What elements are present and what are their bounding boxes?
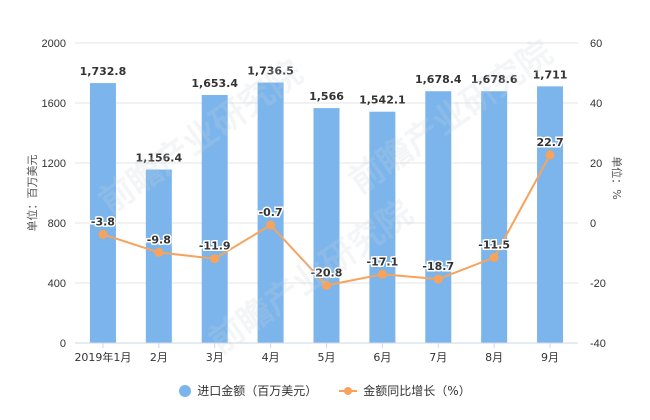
legend-item-import-amount[interactable]: 进口金额（百万美元） — [179, 382, 317, 399]
legend-label: 金额同比增长（%） — [363, 384, 471, 398]
line-point[interactable] — [377, 269, 387, 279]
line-point[interactable] — [154, 247, 164, 257]
right-tick-label: 0 — [590, 218, 596, 230]
bar[interactable] — [537, 86, 564, 343]
line-value-label: -11.5 — [478, 239, 510, 252]
line-point[interactable] — [433, 274, 443, 284]
x-tick-label: 8月 — [485, 351, 503, 364]
x-tick-label: 2月 — [150, 351, 168, 364]
line-value-label: 22.7 — [536, 136, 563, 149]
line-value-label: -9.8 — [147, 233, 171, 246]
bar[interactable] — [257, 82, 284, 344]
bar-value-label: 1,732.8 — [80, 65, 127, 78]
x-tick-label: 5月 — [318, 351, 336, 364]
legend-label: 进口金额（百万美元） — [197, 384, 318, 398]
x-tick-label: 9月 — [541, 351, 559, 364]
bar[interactable] — [89, 83, 116, 343]
left-tick-label: 2000 — [42, 38, 66, 50]
right-tick-label: 60 — [590, 38, 602, 50]
left-tick-label: 0 — [60, 338, 66, 350]
line-point[interactable] — [489, 253, 499, 262]
line-point[interactable] — [210, 254, 220, 264]
bar-value-label: 1,566 — [309, 90, 344, 103]
right-tick-label: -40 — [590, 338, 606, 350]
bar-value-label: 1,711 — [533, 68, 568, 81]
line-value-label: -20.8 — [311, 266, 343, 279]
bar-value-label: 1,653.4 — [191, 77, 238, 90]
right-tick-label: -20 — [590, 278, 606, 290]
line-value-label: -11.9 — [199, 240, 231, 253]
bar[interactable] — [313, 108, 340, 343]
line-point[interactable] — [266, 220, 276, 230]
bar-data-labels: 1,732.8 1,156.4 1,653.4 1,736.5 1,566 1,542.1… — [80, 65, 568, 165]
bar-legend-marker-icon — [179, 384, 192, 397]
bar[interactable] — [201, 94, 228, 344]
left-tick-label: 1200 — [42, 158, 66, 170]
left-tick-label: 1600 — [42, 98, 66, 110]
x-tick-label: 2019年1月 — [74, 350, 131, 364]
line-value-label: -17.1 — [367, 255, 399, 268]
line-value-label: -3.8 — [91, 215, 115, 228]
bar[interactable] — [425, 91, 452, 344]
line-legend-marker-icon — [339, 385, 358, 397]
left-axis-title: 单位：百万美元 — [25, 155, 39, 232]
x-tick-label: 3月 — [206, 351, 224, 364]
right-axis-ticks: -40 -20 0 20 40 60 — [590, 38, 606, 350]
right-tick-label: 20 — [590, 158, 602, 170]
bar-value-label: 1,678.4 — [415, 73, 462, 86]
line-value-label: -0.7 — [259, 206, 283, 219]
legend: 进口金额（百万美元） 金额同比增长（%） — [0, 382, 650, 399]
right-tick-label: 40 — [590, 98, 602, 110]
bar-series — [89, 82, 564, 344]
line-data-labels: -3.8 -9.8 -11.9 -0.7 -20.8 -17.1 -18.7 -11.5 22.… — [89, 134, 565, 281]
x-tick-label: 4月 — [262, 351, 280, 364]
line-point[interactable] — [322, 280, 331, 290]
legend-item-yoy-growth[interactable]: 金额同比增长（%） — [339, 382, 471, 399]
bar[interactable] — [369, 111, 396, 343]
left-tick-label: 800 — [48, 218, 66, 230]
bar[interactable] — [481, 91, 508, 344]
bar-value-label: 1,542.1 — [359, 94, 406, 107]
bar-value-label: 1,678.6 — [471, 73, 518, 86]
bar-value-label: 1,736.5 — [247, 65, 294, 78]
x-axis-ticks: 2019年1月 2月 3月 4月 5月 6月 7月 8月 9月 — [74, 343, 559, 364]
line-series — [98, 150, 555, 290]
right-axis-title: 单位：% — [610, 156, 624, 199]
line-point[interactable] — [545, 150, 555, 160]
left-axis-ticks: 0 400 800 1200 1600 2000 — [42, 38, 66, 350]
bar-value-label: 1,156.4 — [136, 152, 183, 165]
line-point[interactable] — [98, 229, 108, 239]
left-tick-label: 400 — [48, 278, 66, 290]
line-value-label: -18.7 — [422, 260, 454, 273]
x-tick-label: 7月 — [429, 351, 447, 364]
x-tick-label: 6月 — [373, 351, 391, 364]
